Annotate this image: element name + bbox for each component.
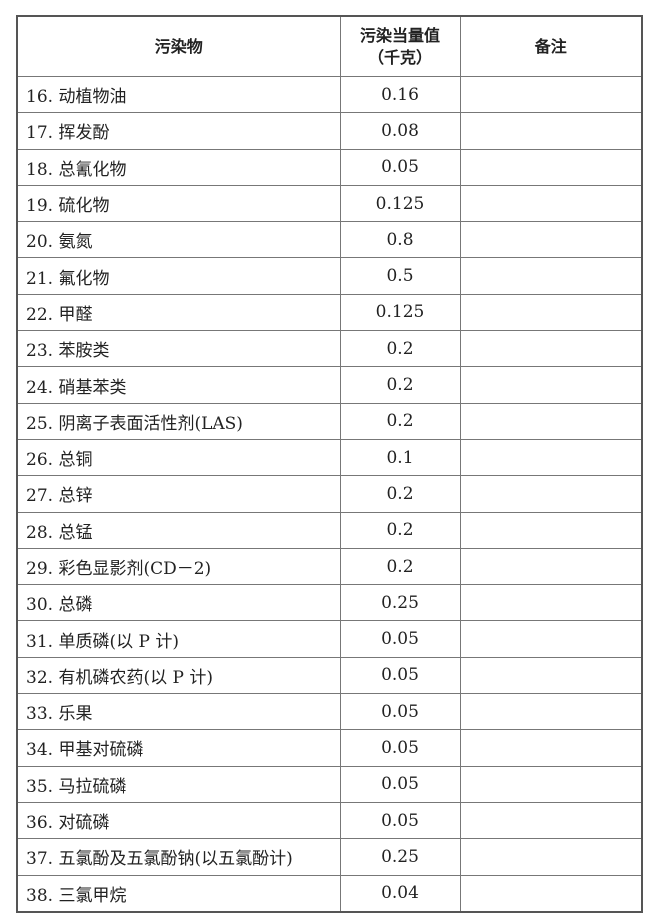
table-row: 36. 对硫磷 0.05 (16, 801, 643, 840)
pollutant-name-cell: 18. 总氰化物 (16, 148, 341, 186)
table-row: 35. 马拉硫磷 0.05 (16, 765, 643, 803)
table-row: 19. 硫化物 0.125 (16, 184, 643, 223)
pollutant-name-cell: 16. 动植物油 (16, 75, 341, 114)
equivalent-value-cell: 0.25 (339, 584, 461, 622)
table-row: 32. 有机磷农药(以 P 计) 0.05 (16, 656, 643, 695)
header-pollutant: 污染物 (16, 15, 341, 77)
equivalent-value-cell: 0.05 (339, 693, 461, 731)
remark-cell (459, 112, 643, 150)
pollutant-name-cell: 33. 乐果 (16, 693, 341, 731)
equivalent-value-cell: 0.05 (339, 729, 461, 767)
header-equivalent-line2: （千克） (367, 47, 432, 67)
pollutant-name-cell: 24. 硝基苯类 (16, 366, 341, 404)
equivalent-value-cell: 0.05 (339, 148, 461, 186)
remark-cell (459, 693, 643, 731)
equivalent-value-cell: 0.08 (339, 112, 461, 150)
pollutant-name-cell: 32. 有机磷农药(以 P 计) (16, 656, 341, 695)
pollutant-name-cell: 37. 五氯酚及五氯酚钠(以五氯酚计) (16, 838, 341, 876)
pollutant-name-cell: 27. 总锌 (16, 475, 341, 513)
table-row: 37. 五氯酚及五氯酚钠(以五氯酚计) 0.25 (16, 838, 643, 876)
pollutant-name-cell: 22. 甲醛 (16, 293, 341, 332)
table-row: 30. 总磷 0.25 (16, 584, 643, 622)
table-row: 26. 总铜 0.1 (16, 438, 643, 477)
remark-cell (459, 838, 643, 876)
header-equivalent-line1: 污染当量值 (359, 25, 440, 45)
remark-cell (459, 511, 643, 549)
equivalent-value-cell: 0.05 (339, 765, 461, 803)
equivalent-value-cell: 0.2 (339, 402, 461, 440)
equivalent-value-cell: 0.2 (339, 511, 461, 549)
table-row: 34. 甲基对硫磷 0.05 (16, 729, 643, 767)
table-row: 18. 总氰化物 0.05 (16, 148, 643, 186)
remark-cell (459, 257, 643, 295)
remark-cell (459, 620, 643, 658)
remark-cell (459, 75, 643, 114)
pollutant-name-cell: 30. 总磷 (16, 584, 341, 622)
equivalent-value-cell: 0.8 (339, 221, 461, 259)
remark-cell (459, 148, 643, 186)
remark-cell (459, 547, 643, 586)
remark-cell (459, 293, 643, 332)
header-row: 污染物 污染当量值 （千克） 备注 (16, 15, 643, 77)
remark-cell (459, 729, 643, 767)
table-row: 33. 乐果 0.05 (16, 693, 643, 731)
remark-cell (459, 330, 643, 368)
equivalent-value-cell: 0.2 (339, 475, 461, 513)
table-row: 22. 甲醛 0.125 (16, 293, 643, 332)
remark-cell (459, 221, 643, 259)
pollutant-name-cell: 20. 氨氮 (16, 221, 341, 259)
table-row: 24. 硝基苯类 0.2 (16, 366, 643, 404)
header-remarks: 备注 (459, 15, 643, 77)
equivalent-value-cell: 0.25 (339, 838, 461, 876)
table-row: 28. 总锰 0.2 (16, 511, 643, 549)
equivalent-value-cell: 0.125 (339, 184, 461, 223)
table-row: 17. 挥发酚 0.08 (16, 112, 643, 150)
remark-cell (459, 584, 643, 622)
table-row: 20. 氨氮 0.8 (16, 221, 643, 259)
pollutant-name-cell: 38. 三氯甲烷 (16, 874, 341, 913)
remark-cell (459, 475, 643, 513)
remark-cell (459, 656, 643, 695)
remark-cell (459, 184, 643, 223)
remark-cell (459, 874, 643, 913)
pollutant-name-cell: 34. 甲基对硫磷 (16, 729, 341, 767)
table-row: 27. 总锌 0.2 (16, 475, 643, 513)
equivalent-value-cell: 0.2 (339, 330, 461, 368)
pollutant-equivalent-table: 污染物 污染当量值 （千克） 备注 16. 动植物油 0.16 17. 挥发酚 0.0… (16, 15, 643, 913)
table-row: 31. 单质磷(以 P 计) 0.05 (16, 620, 643, 658)
table-row: 16. 动植物油 0.16 (16, 75, 643, 114)
equivalent-value-cell: 0.2 (339, 547, 461, 586)
equivalent-value-cell: 0.5 (339, 257, 461, 295)
equivalent-value-cell: 0.125 (339, 293, 461, 332)
remark-cell (459, 765, 643, 803)
table-row: 23. 苯胺类 0.2 (16, 330, 643, 368)
table-row: 38. 三氯甲烷 0.04 (16, 874, 643, 913)
pollutant-name-cell: 29. 彩色显影剂(CD－2) (16, 547, 341, 586)
pollutant-name-cell: 21. 氟化物 (16, 257, 341, 295)
equivalent-value-cell: 0.05 (339, 620, 461, 658)
table-row: 29. 彩色显影剂(CD－2) 0.2 (16, 547, 643, 586)
pollutant-name-cell: 26. 总铜 (16, 438, 341, 477)
equivalent-value-cell: 0.04 (339, 874, 461, 913)
equivalent-value-cell: 0.05 (339, 656, 461, 695)
table-row: 21. 氟化物 0.5 (16, 257, 643, 295)
table-row: 25. 阴离子表面活性剂(LAS) 0.2 (16, 402, 643, 440)
pollutant-name-cell: 25. 阴离子表面活性剂(LAS) (16, 402, 341, 440)
equivalent-value-cell: 0.2 (339, 366, 461, 404)
header-equivalent-value: 污染当量值 （千克） (339, 15, 461, 77)
pollutant-name-cell: 28. 总锰 (16, 511, 341, 549)
pollutant-name-cell: 35. 马拉硫磷 (16, 765, 341, 803)
equivalent-value-cell: 0.05 (339, 801, 461, 840)
remark-cell (459, 366, 643, 404)
equivalent-value-cell: 0.16 (339, 75, 461, 114)
remark-cell (459, 402, 643, 440)
pollutant-name-cell: 31. 单质磷(以 P 计) (16, 620, 341, 658)
pollutant-name-cell: 17. 挥发酚 (16, 112, 341, 150)
remark-cell (459, 801, 643, 840)
pollutant-name-cell: 23. 苯胺类 (16, 330, 341, 368)
remark-cell (459, 438, 643, 477)
pollutant-name-cell: 36. 对硫磷 (16, 801, 341, 840)
equivalent-value-cell: 0.1 (339, 438, 461, 477)
pollutant-name-cell: 19. 硫化物 (16, 184, 341, 223)
